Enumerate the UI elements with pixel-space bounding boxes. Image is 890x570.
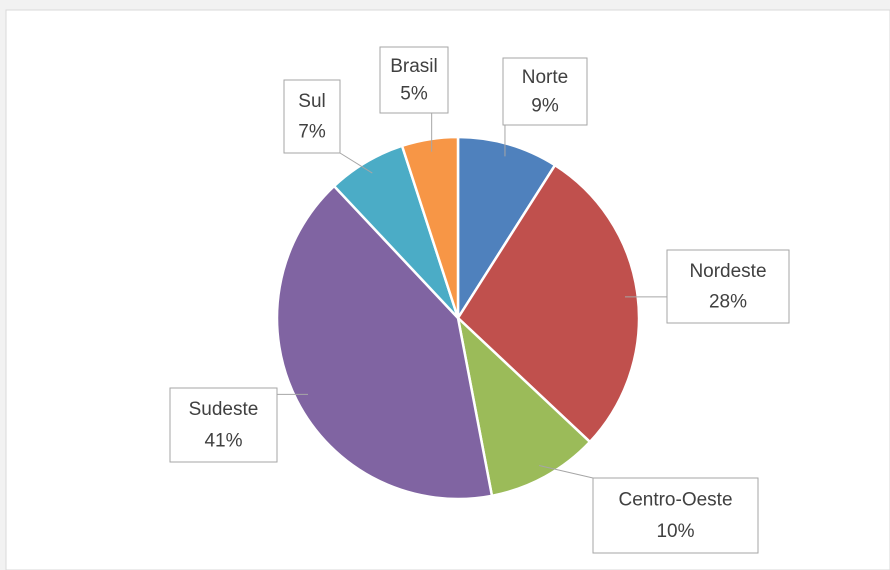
category-label: Brasil bbox=[390, 56, 438, 77]
callout-box bbox=[666, 249, 790, 324]
pie-slice bbox=[456, 135, 557, 323]
category-label: Centro-Oeste bbox=[618, 490, 732, 511]
leader-line bbox=[339, 152, 373, 174]
leader-line bbox=[538, 465, 594, 479]
category-label: Nordeste bbox=[689, 261, 766, 282]
value-label: 28% bbox=[709, 292, 747, 313]
value-label: 9% bbox=[531, 95, 559, 116]
value-label: 10% bbox=[656, 521, 694, 542]
pie-slice bbox=[456, 314, 592, 498]
category-label: Sul bbox=[298, 91, 325, 112]
pie-slice bbox=[400, 135, 460, 319]
value-label: 7% bbox=[298, 122, 326, 143]
callout-box bbox=[169, 387, 278, 463]
callout-box bbox=[379, 46, 449, 114]
callout-box bbox=[502, 57, 588, 126]
category-label: Sudeste bbox=[189, 399, 259, 420]
callout-box bbox=[283, 79, 341, 154]
value-label: 5% bbox=[400, 84, 428, 105]
pie-slice bbox=[275, 184, 494, 501]
category-label: Norte bbox=[522, 67, 568, 88]
value-label: 41% bbox=[204, 430, 242, 451]
callout-box bbox=[592, 477, 759, 554]
pie-slice bbox=[456, 163, 641, 444]
